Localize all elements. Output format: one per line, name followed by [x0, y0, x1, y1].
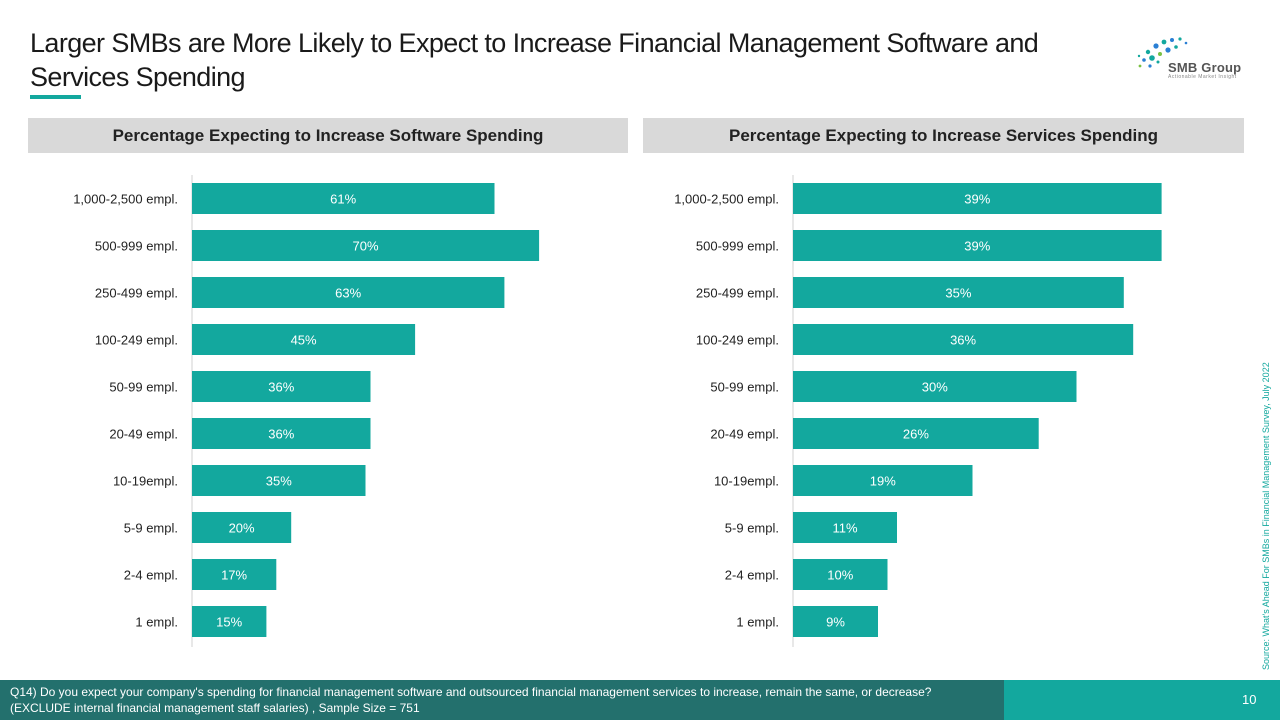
data-label: 35%	[945, 286, 971, 301]
bar	[192, 183, 495, 214]
category-label: 5-9 empl.	[725, 521, 779, 536]
bar	[793, 512, 897, 543]
category-label: 250-499 empl.	[696, 286, 779, 301]
page-number: 10	[1242, 692, 1257, 707]
bar	[192, 418, 371, 449]
data-label: 61%	[330, 192, 356, 207]
category-label: 500-999 empl.	[696, 239, 779, 254]
data-label: 70%	[352, 239, 378, 254]
page-title: Larger SMBs are More Likely to Expect to…	[30, 28, 1039, 92]
bar	[192, 512, 292, 543]
software-chart: 1,000-2,500 empl. 61% 500-999 empl. 70% 250-…	[28, 170, 628, 650]
services-bar-chart: 1,000-2,500 empl. 39% 500-999 empl. 39% 250-…	[674, 175, 1162, 647]
data-label: 30%	[922, 380, 948, 395]
bar	[793, 230, 1162, 261]
data-label: 45%	[291, 333, 317, 348]
category-label: 10-19empl.	[113, 474, 178, 489]
data-label: 35%	[266, 474, 292, 489]
category-label: 100-249 empl.	[696, 333, 779, 348]
data-label: 26%	[903, 427, 929, 442]
bar	[793, 606, 878, 637]
question-footnote: Q14) Do you expect your company's spendi…	[0, 680, 1004, 720]
data-label: 17%	[221, 568, 247, 583]
data-label: 20%	[229, 521, 255, 536]
bar	[793, 324, 1134, 355]
category-label: 1,000-2,500 empl.	[73, 192, 178, 207]
bar	[192, 465, 366, 496]
category-label: 250-499 empl.	[95, 286, 178, 301]
bar	[793, 465, 973, 496]
data-label: 36%	[950, 333, 976, 348]
logo-name: SMB Group	[1168, 60, 1242, 75]
title-underline	[30, 95, 81, 99]
bar	[192, 371, 371, 402]
services-chart-title: Percentage Expecting to Increase Service…	[643, 118, 1244, 153]
data-label: 10%	[827, 568, 853, 583]
category-label: 1 empl.	[736, 615, 779, 630]
category-label: 5-9 empl.	[124, 521, 178, 536]
data-label: 19%	[870, 474, 896, 489]
smb-group-logo-icon	[1137, 37, 1188, 68]
category-label: 20-49 empl.	[109, 427, 178, 442]
data-label: 11%	[832, 521, 857, 536]
software-bar-chart: 1,000-2,500 empl. 61% 500-999 empl. 70% 250-…	[73, 175, 540, 647]
data-label: 63%	[335, 286, 361, 301]
category-label: 100-249 empl.	[95, 333, 178, 348]
category-label: 20-49 empl.	[710, 427, 779, 442]
category-label: 2-4 empl.	[725, 568, 779, 583]
category-label: 10-19empl.	[714, 474, 779, 489]
data-label: 36%	[268, 427, 294, 442]
data-label: 39%	[964, 192, 990, 207]
bar	[793, 277, 1124, 308]
data-label: 36%	[268, 380, 294, 395]
software-chart-title: Percentage Expecting to Increase Softwar…	[28, 118, 628, 153]
category-label: 1,000-2,500 empl.	[674, 192, 779, 207]
data-label: 15%	[216, 615, 242, 630]
category-label: 50-99 empl.	[710, 380, 779, 395]
services-chart: 1,000-2,500 empl. 39% 500-999 empl. 39% 250-…	[643, 170, 1244, 650]
data-label: 39%	[964, 239, 990, 254]
category-label: 1 empl.	[135, 615, 178, 630]
bar	[192, 606, 267, 637]
logo-tagline: Actionable Market Insight	[1168, 74, 1237, 80]
bar	[793, 371, 1077, 402]
category-label: 50-99 empl.	[109, 380, 178, 395]
category-label: 500-999 empl.	[95, 239, 178, 254]
data-label: 9%	[826, 615, 845, 630]
bar	[793, 418, 1039, 449]
source-note: Source: What's Ahead For SMBs in Financi…	[1261, 362, 1271, 670]
bar	[793, 559, 888, 590]
bar	[192, 324, 416, 355]
bar	[793, 183, 1162, 214]
bar	[192, 230, 540, 261]
category-label: 2-4 empl.	[124, 568, 178, 583]
footer: Q14) Do you expect your company's spendi…	[0, 680, 1280, 720]
bar	[192, 277, 505, 308]
bar	[192, 559, 277, 590]
